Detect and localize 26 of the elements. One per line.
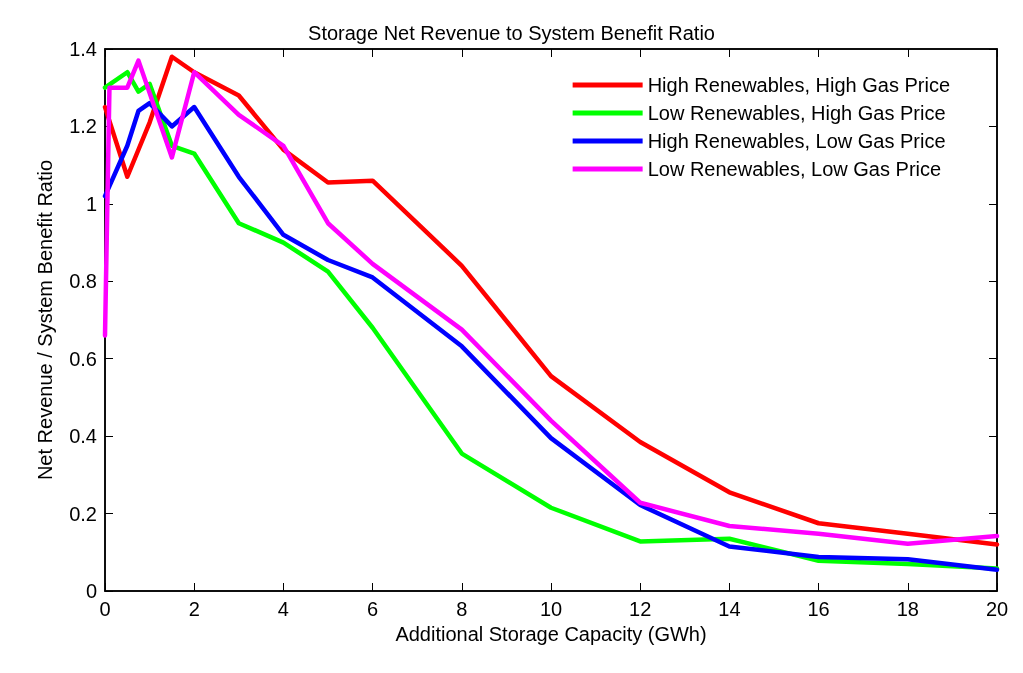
y-tick-label: 1.2 — [69, 115, 97, 138]
x-tick-label: 18 — [896, 598, 919, 620]
x-tick-label: 2 — [188, 598, 200, 620]
x-tick-label: 20 — [985, 598, 1009, 620]
x-tick-label: 14 — [718, 598, 741, 620]
legend-label: Low Renewables, High Gas Price — [647, 102, 946, 124]
legend-label: High Renewables, High Gas Price — [647, 74, 951, 96]
x-tick-label: 6 — [367, 598, 379, 620]
x-tick-label: 12 — [629, 598, 652, 620]
x-tick-label: 8 — [456, 598, 468, 620]
x-tick-label: 10 — [539, 598, 563, 620]
y-tick-label: 1.4 — [69, 38, 97, 60]
x-axis-title: Additional Storage Capacity (GWh) — [395, 622, 707, 645]
x-tick-label: 0 — [99, 598, 111, 620]
y-tick-label: 1 — [85, 192, 97, 215]
legend-label: High Renewables, Low Gas Price — [647, 130, 946, 152]
chart-title: Storage Net Revenue to System Benefit Ratio — [308, 22, 715, 44]
x-tick-label: 4 — [277, 598, 289, 620]
y-tick-label: 0.8 — [69, 270, 97, 293]
y-axis-title: Net Revenue / System Benefit Ratio — [34, 159, 56, 481]
y-tick-label: 0 — [85, 580, 97, 602]
y-tick-label: 0.4 — [69, 425, 97, 448]
x-tick-label: 16 — [807, 598, 830, 620]
y-tick-label: 0.2 — [69, 502, 97, 525]
y-tick-label: 0.6 — [69, 347, 97, 370]
legend-label: Low Renewables, Low Gas Price — [647, 158, 942, 180]
